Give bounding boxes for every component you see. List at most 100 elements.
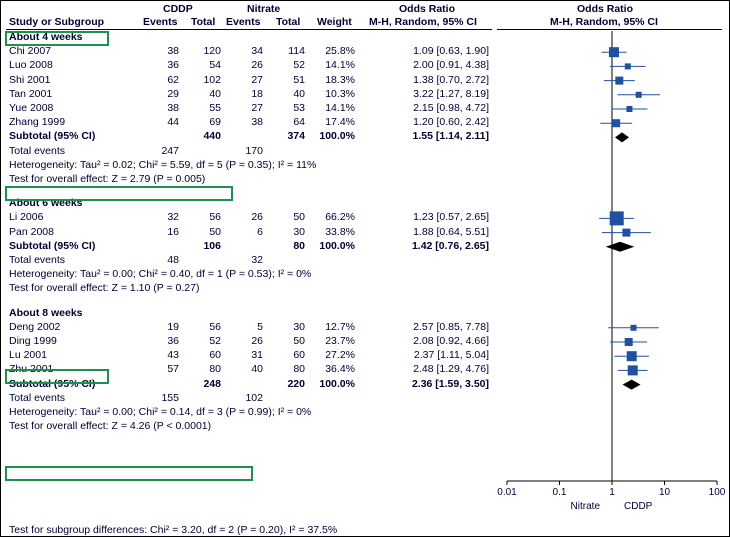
cell: 248 xyxy=(183,378,221,390)
cell: 2.48 [1.29, 4.76] xyxy=(359,363,489,375)
overall-effect-test: Test for overall effect: Z = 4.26 (P < 0… xyxy=(9,420,139,432)
cell: 38 xyxy=(141,45,179,57)
cell: 43 xyxy=(141,349,179,361)
hdr-or1: Odds Ratio xyxy=(399,3,455,15)
cell: 1.55 [1.14, 2.11] xyxy=(359,130,489,142)
table-row: Li 20063256265066.2%1.23 [0.57, 2.65] xyxy=(1,211,497,225)
hdr-or2: Odds Ratio xyxy=(577,3,633,15)
cell: 18 xyxy=(225,88,263,100)
subtotal-label: Subtotal (95% CI) xyxy=(9,240,139,252)
cell: 32 xyxy=(225,254,263,266)
cell: 54 xyxy=(183,59,221,71)
table-row: Chi 2007381203411425.8%1.09 [0.63, 1.90] xyxy=(1,45,497,59)
cell: 106 xyxy=(183,240,221,252)
cell: 19 xyxy=(141,321,179,333)
cell: 40 xyxy=(183,88,221,100)
cell: 30 xyxy=(267,321,305,333)
svg-text:0.1: 0.1 xyxy=(553,487,567,498)
cell: 1.20 [0.60, 2.42] xyxy=(359,116,489,128)
table-row: Deng 2002195653012.7%2.57 [0.85, 7.78] xyxy=(1,321,497,335)
study-name: Lu 2001 xyxy=(9,349,139,361)
svg-text:10: 10 xyxy=(659,487,671,498)
cell: 10.3% xyxy=(309,88,355,100)
study-name: Tan 2001 xyxy=(9,88,139,100)
table-row: Test for overall effect: Z = 4.26 (P < 0… xyxy=(1,420,497,434)
cell: 100.0% xyxy=(309,130,355,142)
cell: 52 xyxy=(183,335,221,347)
svg-text:Nitrate: Nitrate xyxy=(571,501,601,512)
cell: 30 xyxy=(267,226,305,238)
cell: 1.42 [0.76, 2.65] xyxy=(359,240,489,252)
cell: 18.3% xyxy=(309,74,355,86)
table-row: Total events4832 xyxy=(1,254,497,268)
cell: 102 xyxy=(183,74,221,86)
svg-text:100: 100 xyxy=(709,487,726,498)
subgroup-diff-test: Test for subgroup differences: Chi² = 3.… xyxy=(9,524,139,536)
table-row: Total events155102 xyxy=(1,392,497,406)
highlight-8weeks xyxy=(5,369,109,384)
hdr-study: Study or Subgroup xyxy=(9,16,104,28)
hdr-cddp: CDDP xyxy=(163,3,193,15)
heterogeneity: Heterogeneity: Tau² = 0.00; Chi² = 0.40,… xyxy=(9,268,139,280)
heterogeneity: Heterogeneity: Tau² = 0.00; Chi² = 0.14,… xyxy=(9,406,139,418)
hdr-ev2: Events xyxy=(226,16,260,28)
plot-area: Odds Ratio M-H, Random, 95% CI 0.010.111… xyxy=(497,1,730,537)
cell: 36 xyxy=(141,335,179,347)
hdr-nitrate: Nitrate xyxy=(247,3,280,15)
table-row: Tan 20012940184010.3%3.22 [1.27, 8.19] xyxy=(1,88,497,102)
cell: 26 xyxy=(225,335,263,347)
hdr-tot1: Total xyxy=(191,16,215,28)
table-row: Lu 200143 60 31 60 27.2% 2.37 [1.11, 5.04] xyxy=(1,349,497,363)
cell: 31 xyxy=(225,349,263,361)
cell: 27.2% xyxy=(309,349,355,361)
cell: 2.57 [0.85, 7.78] xyxy=(359,321,489,333)
study-name: Shi 2001 xyxy=(9,74,139,86)
cell: 1.38 [0.70, 2.72] xyxy=(359,74,489,86)
table-row: Shi 200162102275118.3%1.38 [0.70, 2.72] xyxy=(1,74,497,88)
cell: 62 xyxy=(141,74,179,86)
cell: 3.22 [1.27, 8.19] xyxy=(359,88,489,100)
study-name: Luo 2008 xyxy=(9,59,139,71)
cell: 17.4% xyxy=(309,116,355,128)
hdr-tot2: Total xyxy=(276,16,300,28)
cell: 80 xyxy=(183,363,221,375)
overall-effect-test: Test for overall effect: Z = 1.10 (P = 0… xyxy=(9,282,139,294)
cell: 32 xyxy=(141,211,179,223)
cell: 64 xyxy=(267,116,305,128)
svg-text:1: 1 xyxy=(609,487,615,498)
cell: 26 xyxy=(225,59,263,71)
cell: 80 xyxy=(267,240,305,252)
highlight-test-8w xyxy=(5,466,253,481)
hdr-ev1: Events xyxy=(143,16,177,28)
cell: 26 xyxy=(225,211,263,223)
table-row: Luo 20083654265214.1%2.00 [0.91, 4.38] xyxy=(1,59,497,73)
cell: 14.1% xyxy=(309,59,355,71)
cell: 2.37 [1.11, 5.04] xyxy=(359,349,489,361)
highlight-4weeks xyxy=(5,31,109,46)
hdr-wt: Weight xyxy=(317,16,352,28)
cell: 25.8% xyxy=(309,45,355,57)
table-row: Heterogeneity: Tau² = 0.00; Chi² = 0.40,… xyxy=(1,268,497,282)
cell: 12.7% xyxy=(309,321,355,333)
cell: 51 xyxy=(267,74,305,86)
hdr-mh2: M-H, Random, 95% CI xyxy=(550,16,658,28)
table-row: Pan 2008165063033.8%1.88 [0.64, 5.51] xyxy=(1,226,497,240)
forest-plot-svg: 0.010.1110100NitrateCDDP xyxy=(497,29,730,524)
study-name: Chi 2007 xyxy=(9,45,139,57)
cell: 36 xyxy=(141,59,179,71)
table-row: Test for subgroup differences: Chi² = 3.… xyxy=(1,524,497,537)
cell: 57 xyxy=(141,363,179,375)
cell: 102 xyxy=(225,392,263,404)
table-row: Subtotal (95% CI)10680100.0%1.42 [0.76, … xyxy=(1,240,497,254)
cell: 53 xyxy=(267,102,305,114)
cell: 1.88 [0.64, 5.51] xyxy=(359,226,489,238)
cell: 80 xyxy=(267,363,305,375)
cell: 60 xyxy=(267,349,305,361)
cell: 60 xyxy=(183,349,221,361)
cell: 2.36 [1.59, 3.50] xyxy=(359,378,489,390)
hdr-mh1: M-H, Random, 95% CI xyxy=(369,16,477,28)
cell: 50 xyxy=(183,226,221,238)
cell: 16 xyxy=(141,226,179,238)
svg-text:CDDP: CDDP xyxy=(624,501,653,512)
cell: 50 xyxy=(267,211,305,223)
